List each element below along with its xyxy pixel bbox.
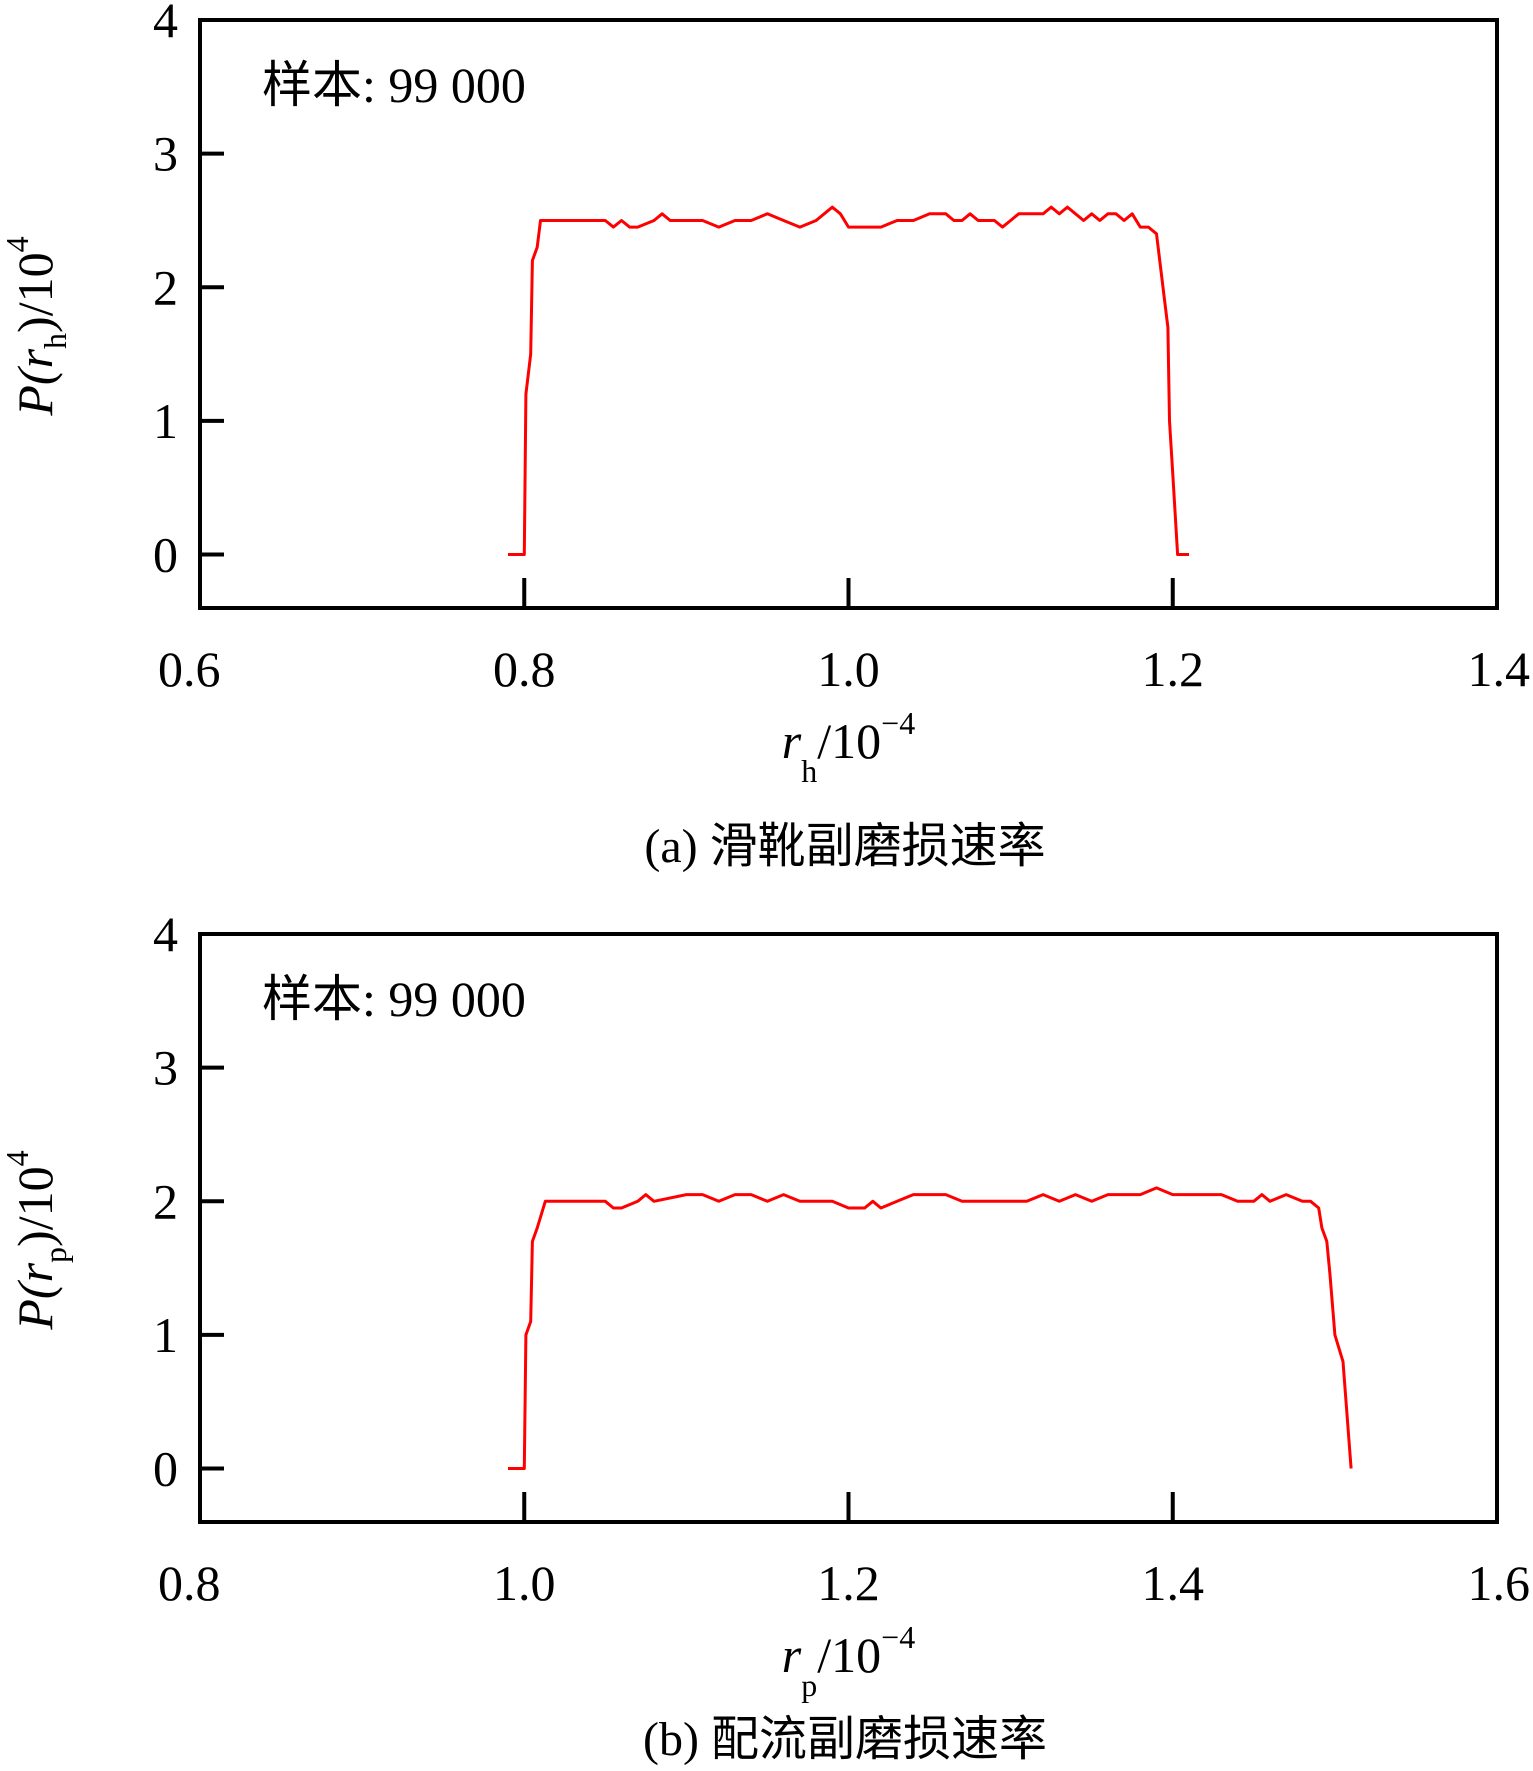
y-tick-label: 3	[153, 1040, 178, 1096]
x-tick-label: 1.2	[817, 1555, 880, 1611]
y-axis-label-main: r	[7, 1262, 63, 1282]
x-tick-label: 1.4	[1142, 1555, 1205, 1611]
y-axis-label: P(rp)/104	[0, 1150, 73, 1330]
y-axis-label-rest: )/10	[7, 252, 63, 333]
panel-caption: (a) 滑靴副磨损速率	[644, 820, 1045, 873]
x-axis-label: rp/10−4	[782, 1619, 915, 1703]
x-axis-label-subscript: h	[801, 753, 817, 789]
y-tick-label: 4	[153, 0, 178, 48]
x-axis-label-superscript: −4	[881, 1619, 915, 1655]
x-tick-label: 0.8	[158, 1555, 221, 1611]
sample-annotation: 样本: 99 000	[262, 57, 526, 113]
x-axis-label-rest: /10	[817, 1627, 881, 1683]
y-tick-label: 2	[153, 259, 178, 315]
x-axis-label-superscript: −4	[881, 705, 915, 741]
x-tick-label: 1.0	[493, 1555, 556, 1611]
y-axis-ticks: 0 1 2 3 4	[153, 906, 224, 1497]
x-tick-label: 0.6	[158, 641, 221, 697]
y-axis-ticks: 0 1 2 3 4	[153, 0, 224, 583]
series-line	[508, 205, 1189, 556]
y-axis-label: P(rh)/104	[0, 236, 73, 416]
x-axis-label: rh/10−4	[782, 705, 915, 789]
x-tick-label: 1.6	[1468, 1555, 1531, 1611]
sample-annotation: 样本: 99 000	[262, 971, 526, 1027]
y-axis-label-subscript: p	[37, 1247, 73, 1263]
x-axis-ticks: 0.8 1.0 1.2 1.4 1.6	[158, 1492, 1530, 1611]
x-axis-label-main: r	[782, 713, 802, 769]
y-axis-label-main: r	[7, 348, 63, 368]
y-axis-label-rest: )/10	[7, 1166, 63, 1247]
x-axis-label-main: r	[782, 1627, 802, 1683]
y-tick-label: 0	[153, 527, 178, 583]
y-axis-label-subscript: h	[37, 333, 73, 349]
x-tick-label: 1.2	[1142, 641, 1205, 697]
series-line	[508, 1186, 1353, 1470]
y-tick-label: 3	[153, 126, 178, 182]
y-tick-label: 1	[153, 393, 178, 449]
x-axis-label-rest: /10	[817, 713, 881, 769]
y-tick-label: 2	[153, 1173, 178, 1229]
y-axis-label-superscript: 4	[0, 236, 35, 252]
y-tick-label: 0	[153, 1441, 178, 1497]
x-axis-label-subscript: p	[801, 1667, 817, 1703]
x-axis-ticks: 0.6 0.8 1.0 1.2 1.4	[158, 578, 1530, 697]
x-tick-label: 1.0	[817, 641, 880, 697]
y-tick-label: 1	[153, 1307, 178, 1363]
y-axis-label-superscript: 4	[0, 1150, 35, 1166]
x-tick-label: 0.8	[493, 641, 556, 697]
y-axis-label-p: P(	[7, 365, 63, 417]
y-axis-label-p: P(	[7, 1279, 63, 1331]
x-tick-label: 1.4	[1468, 641, 1531, 697]
y-tick-label: 4	[153, 906, 178, 962]
panel-caption: (b) 配流副磨损速率	[643, 1713, 1047, 1766]
